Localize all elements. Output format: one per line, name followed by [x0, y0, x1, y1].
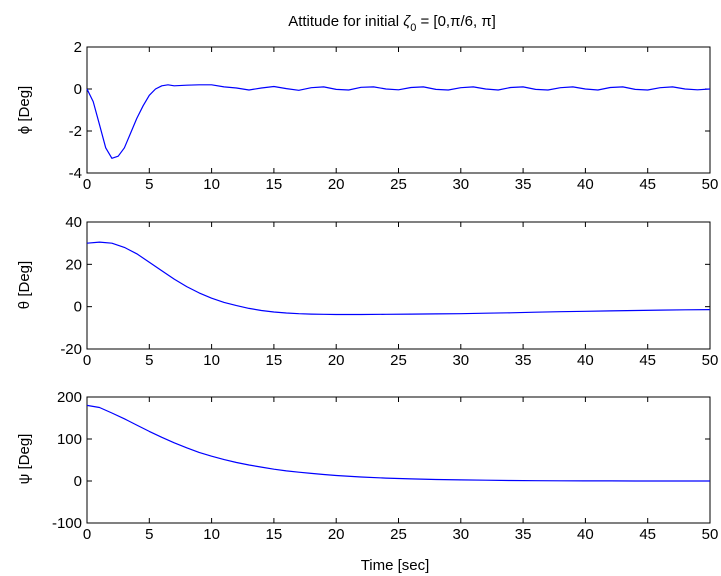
x-tick-label: 25: [390, 176, 407, 193]
x-tick-label: 5: [145, 352, 153, 369]
x-tick-label: 35: [515, 176, 532, 193]
plot-frame-theta: [86, 221, 711, 350]
title-symbol: ζ: [403, 13, 411, 30]
y-tick-label: 200: [57, 389, 82, 406]
x-tick-label: 30: [452, 526, 469, 543]
x-tick-label: 15: [266, 352, 283, 369]
figure-title: Attitude for initial ζ0 = [0,π/6, π]: [288, 13, 496, 34]
x-tick-label: 30: [452, 352, 469, 369]
x-tick-label: 45: [639, 176, 656, 193]
y-tick-label: -100: [52, 515, 82, 532]
x-tick-label: 0: [83, 526, 91, 543]
x-tick-label: 50: [702, 176, 719, 193]
x-tick-label: 45: [639, 352, 656, 369]
plot-frame-psi: [86, 396, 711, 524]
x-tick-label: 40: [577, 352, 594, 369]
x-tick-label: 5: [145, 526, 153, 543]
x-tick-label: 45: [639, 526, 656, 543]
x-tick-label: 50: [702, 352, 719, 369]
plot-frame-phi: [86, 46, 711, 174]
y-axis-label-psi: ψ [Deg]: [16, 434, 33, 485]
x-tick-label: 15: [266, 176, 283, 193]
x-tick-label: 0: [83, 352, 91, 369]
y-axis-label-theta: θ [Deg]: [16, 261, 33, 309]
x-tick-label: 0: [83, 176, 91, 193]
y-tick-label: -20: [60, 341, 82, 358]
y-tick-label: 20: [65, 256, 82, 273]
series-line-theta: [86, 241, 711, 316]
y-tick-label: 2: [74, 39, 82, 56]
x-tick-label: 35: [515, 526, 532, 543]
x-tick-label: 10: [203, 526, 220, 543]
x-tick-label: 30: [452, 176, 469, 193]
subplot-phi: 0 5 10 15 20 25 30 35 40 45 50 -4 -2 0 2 ϕ [Deg]: [16, 39, 718, 193]
series-line-phi: [86, 84, 711, 159]
title-subscript: 0: [410, 22, 416, 34]
y-tick-label: 100: [57, 431, 82, 448]
x-tick-label: 20: [328, 352, 345, 369]
y-tick-label: 0: [74, 473, 82, 490]
x-tick-label: 10: [203, 352, 220, 369]
x-tick-label: 40: [577, 526, 594, 543]
y-tick-label: 0: [74, 81, 82, 98]
y-tick-label: -2: [69, 123, 82, 140]
y-tick-label: 40: [65, 214, 82, 231]
title-suffix: = [0,π/6, π]: [416, 13, 495, 30]
x-tick-label: 50: [702, 526, 719, 543]
title-prefix: Attitude for initial: [288, 13, 403, 30]
x-tick-label: 20: [328, 176, 345, 193]
x-tick-label: 25: [390, 352, 407, 369]
y-tick-label: 0: [74, 299, 82, 316]
x-axis-label: Time [sec]: [361, 557, 430, 574]
x-tick-label: 40: [577, 176, 594, 193]
series-line-psi: [86, 404, 710, 482]
x-tick-label: 20: [328, 526, 345, 543]
x-tick-label: 35: [515, 352, 532, 369]
y-tick-label: -4: [69, 165, 82, 182]
x-tick-label: 10: [203, 176, 220, 193]
x-tick-label: 15: [266, 526, 283, 543]
y-axis-label-phi: ϕ [Deg]: [16, 86, 33, 134]
x-tick-label: 25: [390, 526, 407, 543]
x-tick-label: 5: [145, 176, 153, 193]
